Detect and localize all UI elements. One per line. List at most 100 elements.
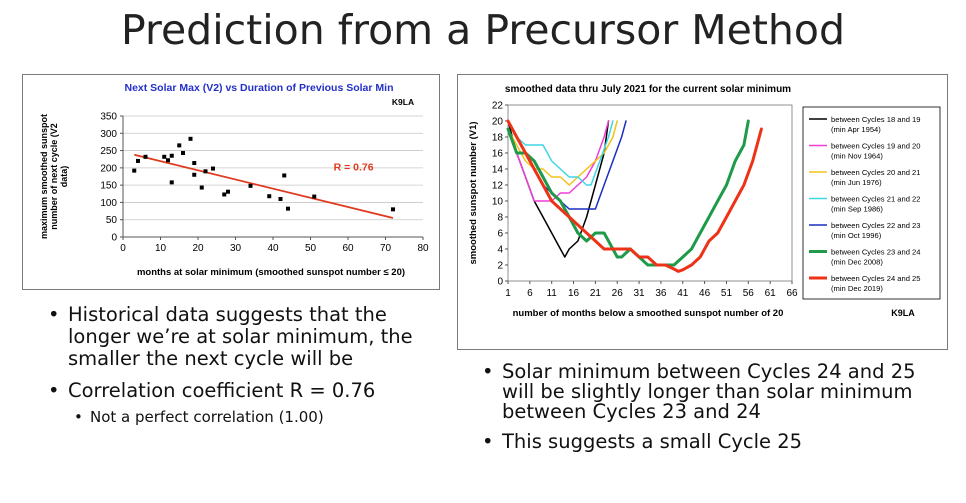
y-tick-label: 10: [492, 197, 504, 208]
x-tick-label: 40: [267, 243, 279, 254]
x-tick-label: 36: [655, 288, 667, 299]
y-tick-label: 8: [497, 213, 503, 224]
legend-note: (min Oct 1996): [831, 231, 882, 240]
y-axis-label-line: maximum smoothed sunspot: [39, 114, 49, 239]
x-tick-label: 56: [743, 288, 755, 299]
x-tick-label: 11: [546, 288, 557, 299]
bullet-item: Solar minimum between Cycles 24 and 25 w…: [482, 362, 952, 422]
data-point: [203, 169, 208, 174]
line-chart-panel: smoothed data thru July 2021 for the cur…: [457, 74, 948, 350]
y-axis-label-line: data): [59, 166, 69, 188]
legend-label: between Cycles 22 and 23: [831, 221, 921, 230]
x-tick-label: 26: [612, 288, 624, 299]
x-axis-label: months at solar minimum (smoothed sunspo…: [137, 267, 405, 278]
legend-note: (min Jun 1976): [831, 178, 882, 187]
x-tick-label: 66: [786, 288, 798, 299]
x-tick-label: 41: [677, 288, 689, 299]
x-axis-label: number of months below a smoothed sunspo…: [513, 308, 784, 319]
bullet-item: This suggests a small Cycle 25: [482, 432, 952, 453]
y-tick-label: 6: [497, 229, 503, 240]
x-tick-label: 1: [505, 288, 511, 299]
data-point: [391, 207, 395, 212]
chart-title: smoothed data thru July 2021 for the cur…: [505, 84, 791, 95]
legend-note: (min Dec 2019): [831, 284, 883, 293]
x-tick-label: 16: [568, 288, 580, 299]
legend-label: between Cycles 20 and 21: [831, 168, 921, 177]
y-tick-label: 150: [100, 181, 117, 192]
y-axis-label-line: number of next cycle (V2: [49, 123, 59, 230]
data-point: [177, 143, 182, 148]
bullet-item: Historical data suggests that the longer…: [48, 304, 428, 370]
data-point: [286, 206, 290, 211]
y-tick-label: 0: [497, 277, 503, 288]
x-tick-label: 30: [230, 243, 242, 254]
left-bullet-list: Historical data suggests that the longer…: [48, 304, 428, 427]
y-tick-label: 14: [492, 165, 504, 176]
x-tick-label: 6: [527, 288, 533, 299]
data-point: [143, 154, 148, 159]
watermark-label: K9LA: [891, 308, 915, 318]
line-chart: smoothed data thru July 2021 for the cur…: [468, 84, 941, 319]
y-tick-label: 16: [492, 149, 504, 160]
x-tick-label: 51: [721, 288, 733, 299]
x-tick-label: 20: [192, 243, 204, 254]
legend-note: (min Dec 2008): [831, 258, 883, 267]
data-point: [282, 173, 287, 178]
watermark-label: K9LA: [392, 97, 414, 107]
data-point: [169, 180, 174, 185]
plot-area: [507, 104, 793, 282]
x-tick-label: 10: [155, 243, 167, 254]
y-tick-label: 200: [100, 163, 117, 174]
y-tick-label: 12: [492, 181, 504, 192]
y-tick-label: 250: [100, 146, 117, 157]
legend-label: between Cycles 23 and 24: [831, 248, 921, 257]
y-tick-label: 22: [492, 101, 504, 112]
data-point: [192, 172, 197, 177]
x-tick-label: 70: [380, 243, 392, 254]
x-tick-label: 61: [765, 288, 777, 299]
data-point: [226, 189, 230, 194]
x-tick-label: 46: [699, 288, 711, 299]
data-point: [267, 194, 272, 199]
series-line: [507, 120, 614, 186]
data-point: [188, 136, 193, 141]
x-tick-label: 60: [342, 243, 354, 254]
data-point: [211, 166, 215, 171]
series-line: [506, 119, 750, 267]
y-tick-label: 50: [106, 215, 118, 226]
data-point: [199, 185, 204, 190]
legend-note: (min Sep 1986): [831, 205, 883, 214]
x-tick-label: 0: [120, 243, 126, 254]
data-point: [136, 158, 140, 163]
x-tick-label: 80: [417, 243, 429, 254]
sub-bullet-item: Not a perfect correlation (1.00): [74, 408, 428, 426]
data-point: [169, 153, 174, 158]
data-point: [312, 194, 317, 199]
legend-label: between Cycles 21 and 22: [831, 195, 921, 204]
x-tick-label: 31: [634, 288, 646, 299]
y-tick-label: 350: [100, 112, 117, 123]
correlation-label: R = 0.76: [334, 162, 374, 174]
y-tick-label: 18: [492, 133, 504, 144]
bullet-item: Correlation coefficient R = 0.76: [48, 380, 428, 403]
y-tick-label: 100: [100, 198, 117, 209]
data-point: [181, 150, 185, 155]
y-tick-label: 20: [492, 117, 504, 128]
legend-label: between Cycles 19 and 20: [831, 142, 921, 151]
x-tick-label: 50: [305, 243, 317, 254]
data-point: [222, 192, 227, 197]
y-tick-label: 0: [111, 233, 117, 244]
series-line: [506, 119, 763, 273]
y-tick-label: 300: [100, 129, 117, 140]
data-point: [132, 168, 137, 173]
data-point: [248, 183, 253, 188]
trend-line: [134, 153, 394, 219]
series-line: [507, 120, 627, 210]
legend-label: between Cycles 24 and 25: [831, 274, 921, 283]
legend-box: [802, 106, 941, 300]
data-point: [162, 154, 167, 159]
slide-title: Prediction from a Precursor Method: [121, 6, 845, 54]
legend-note: (min Apr 1954): [831, 125, 881, 134]
data-point: [278, 196, 283, 201]
y-tick-label: 4: [497, 245, 503, 256]
